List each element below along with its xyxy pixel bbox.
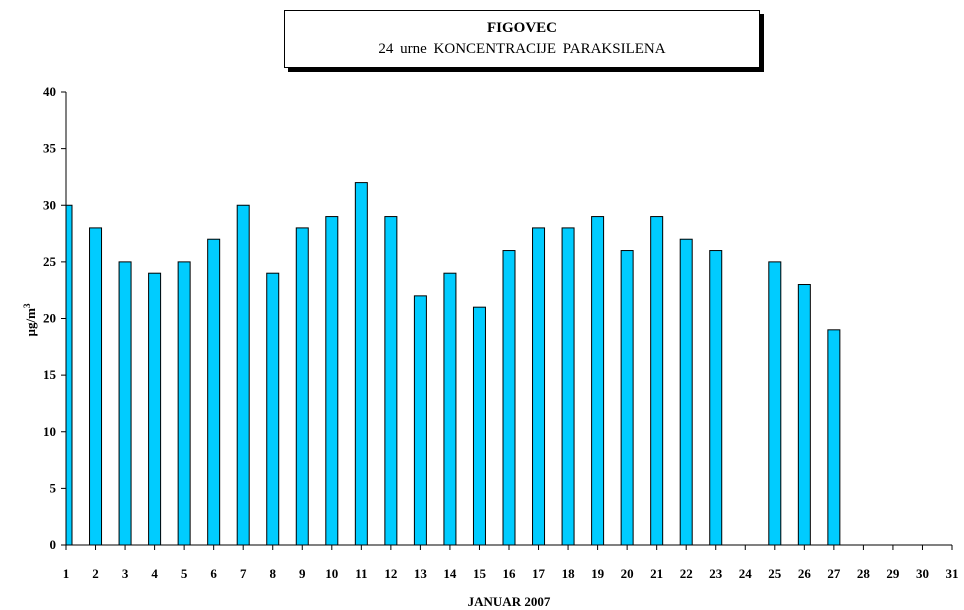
bar-day-17 bbox=[532, 227, 546, 546]
bar-day-11 bbox=[354, 182, 368, 546]
bar-day-15 bbox=[472, 306, 486, 546]
x-tick-label-13: 13 bbox=[414, 566, 428, 581]
x-tick-label-1: 1 bbox=[63, 566, 70, 581]
bar-day-13 bbox=[413, 295, 427, 546]
x-tick-label-19: 19 bbox=[591, 566, 605, 581]
x-tick-label-3: 3 bbox=[122, 566, 129, 581]
y-tick-label-10: 10 bbox=[43, 424, 56, 439]
bar-day-12 bbox=[384, 216, 398, 546]
bar-day-3 bbox=[118, 261, 132, 546]
x-tick-label-28: 28 bbox=[857, 566, 871, 581]
y-tick-label-5: 5 bbox=[50, 480, 57, 495]
bar-day-4 bbox=[148, 272, 162, 546]
y-tick-label-40: 40 bbox=[43, 84, 56, 99]
bar-day-20 bbox=[620, 250, 634, 546]
x-tick-label-30: 30 bbox=[916, 566, 929, 581]
bar-day-21 bbox=[650, 216, 664, 546]
bar-day-8 bbox=[266, 272, 280, 546]
y-tick-label-35: 35 bbox=[43, 141, 57, 156]
x-axis-title: JANUAR 2007 bbox=[468, 594, 551, 609]
x-tick-label-15: 15 bbox=[473, 566, 487, 581]
y-axis-title: µg/m3 bbox=[22, 303, 38, 336]
bar-day-16 bbox=[502, 250, 516, 546]
x-tick-label-22: 22 bbox=[680, 566, 693, 581]
x-tick-label-4: 4 bbox=[151, 566, 158, 581]
chart-title-box: FIGOVEC 24 urne KONCENTRACIJE PARAKSILEN… bbox=[284, 10, 760, 68]
bar-day-6 bbox=[207, 238, 221, 546]
x-tick-label-14: 14 bbox=[443, 566, 457, 581]
x-tick-label-27: 27 bbox=[827, 566, 841, 581]
x-tick-label-17: 17 bbox=[532, 566, 546, 581]
x-tick-label-25: 25 bbox=[768, 566, 782, 581]
y-axis-title-sup: 3 bbox=[22, 303, 32, 308]
bars-group bbox=[65, 182, 841, 546]
bar-day-25 bbox=[768, 261, 782, 546]
x-tick-label-29: 29 bbox=[886, 566, 900, 581]
x-tick-label-21: 21 bbox=[650, 566, 663, 581]
x-tick-label-20: 20 bbox=[621, 566, 634, 581]
bar-day-5 bbox=[177, 261, 191, 546]
x-tick-label-11: 11 bbox=[355, 566, 367, 581]
bar-day-9 bbox=[295, 227, 309, 546]
x-tick-label-7: 7 bbox=[240, 566, 247, 581]
y-tick-label-0: 0 bbox=[50, 537, 57, 552]
x-tick-label-16: 16 bbox=[503, 566, 517, 581]
bar-day-18 bbox=[561, 227, 575, 546]
x-tick-label-12: 12 bbox=[384, 566, 397, 581]
x-tick-label-5: 5 bbox=[181, 566, 188, 581]
x-tick-label-9: 9 bbox=[299, 566, 306, 581]
bar-day-22 bbox=[679, 238, 693, 546]
x-tick-label-8: 8 bbox=[269, 566, 276, 581]
bar-day-1 bbox=[65, 204, 73, 546]
bar-day-10 bbox=[325, 216, 339, 546]
bar-day-26 bbox=[797, 284, 811, 546]
x-tick-label-2: 2 bbox=[92, 566, 99, 581]
x-tick-label-18: 18 bbox=[562, 566, 576, 581]
bar-day-2 bbox=[89, 227, 103, 546]
y-tick-label-25: 25 bbox=[43, 254, 57, 269]
chart-title: FIGOVEC bbox=[486, 20, 557, 36]
y-tick-label-30: 30 bbox=[43, 197, 56, 212]
bar-day-23 bbox=[709, 250, 723, 546]
x-tick-label-26: 26 bbox=[798, 566, 812, 581]
chart-subtitle: 24 urne KONCENTRACIJE PARAKSILENA bbox=[378, 41, 666, 57]
y-axis-title-main: µg/m bbox=[23, 308, 38, 337]
bar-day-19 bbox=[591, 216, 605, 546]
y-tick-label-20: 20 bbox=[43, 311, 56, 326]
x-tick-label-24: 24 bbox=[739, 566, 753, 581]
x-tick-label-31: 31 bbox=[946, 566, 959, 581]
bar-day-14 bbox=[443, 272, 457, 546]
x-tick-label-6: 6 bbox=[210, 566, 217, 581]
x-tick-label-10: 10 bbox=[325, 566, 338, 581]
x-tick-label-23: 23 bbox=[709, 566, 723, 581]
bar-day-27 bbox=[827, 329, 841, 546]
bar-day-7 bbox=[236, 204, 250, 546]
y-tick-label-15: 15 bbox=[43, 367, 57, 382]
